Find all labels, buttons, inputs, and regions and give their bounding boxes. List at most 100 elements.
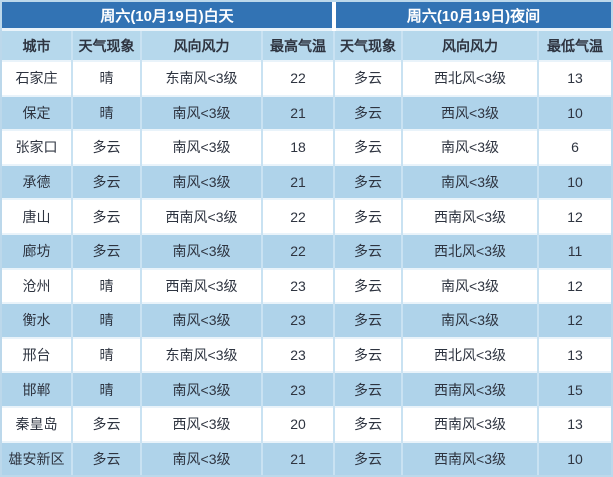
cell-night-weather: 多云: [333, 405, 402, 442]
cell-city: 秦皇岛: [2, 405, 72, 442]
cell-high-temp: 23: [261, 267, 334, 304]
table-row: 石家庄晴东南风<3级 22 多云 西北风<3级 13: [2, 60, 611, 96]
cell-city: 唐山: [2, 198, 72, 234]
cell-high-temp: 22: [261, 232, 334, 269]
column-header-night-weather: 天气现象: [333, 28, 402, 61]
table-row: 邢台晴东南风<3级 23 多云 西北风<3级 13: [2, 336, 611, 373]
cell-day-weather: 晴: [71, 336, 141, 373]
table-row: 秦皇岛 多云 西风<3级 20 多云 西南风<3级 13: [2, 405, 611, 442]
cell-low-temp: 10: [537, 440, 611, 476]
cell-night-wind: 南风<3级: [401, 129, 538, 165]
cell-high-temp: 20: [261, 405, 334, 442]
night-section-header: 周六(10月19日)夜间: [334, 2, 611, 30]
cell-low-temp: 12: [537, 267, 611, 304]
cell-low-temp: 10: [537, 94, 611, 131]
cell-day-wind: 南风<3级: [140, 163, 262, 200]
cell-night-weather: 多云: [333, 302, 402, 338]
cell-high-temp: 21: [261, 440, 334, 476]
cell-night-wind: 西南风<3级: [401, 198, 538, 234]
cell-low-temp: 6: [537, 129, 611, 165]
table-row: 张家口 多云 南风<3级 18 多云 南风<3级 6: [2, 129, 611, 165]
cell-city: 承德: [2, 163, 72, 200]
cell-night-weather: 多云: [333, 267, 402, 304]
cell-day-wind: 南风<3级: [140, 232, 262, 269]
cell-high-temp: 21: [261, 94, 334, 131]
cell-city: 衡水: [2, 302, 72, 338]
cell-city: 张家口: [2, 129, 72, 165]
cell-low-temp: 12: [537, 302, 611, 338]
cell-day-wind: 南风<3级: [140, 371, 262, 407]
cell-high-temp: 21: [261, 163, 334, 200]
cell-day-wind: 东南风<3级: [140, 336, 262, 373]
cell-high-temp: 23: [261, 336, 334, 373]
cell-night-weather: 多云: [333, 440, 402, 476]
cell-night-wind: 西南风<3级: [401, 405, 538, 442]
cell-day-wind: 西南风<3级: [140, 267, 262, 304]
cell-day-weather: 多云: [71, 129, 141, 165]
cell-day-wind: 南风<3级: [140, 129, 262, 165]
cell-high-temp: 23: [261, 371, 334, 407]
table-row: 衡水晴南风<3级 23 多云 南风<3级 12: [2, 302, 611, 338]
cell-day-weather: 晴: [71, 60, 141, 96]
table-row: 保定晴南风<3级 21 多云 西风<3级 10: [2, 94, 611, 131]
cell-city: 石家庄: [2, 60, 72, 96]
column-header-high-temp: 最高气温: [261, 28, 334, 61]
cell-city: 邯郸: [2, 371, 72, 407]
cell-night-weather: 多云: [333, 336, 402, 373]
column-header-day-weather: 天气现象: [71, 28, 141, 61]
table-row: 承德 多云 南风<3级 21 多云 南风<3级 10: [2, 163, 611, 200]
cell-low-temp: 15: [537, 371, 611, 407]
cell-night-weather: 多云: [333, 232, 402, 269]
column-header-city: 城市: [2, 28, 72, 61]
cell-night-weather: 多云: [333, 94, 402, 131]
table-row: 廊坊 多云 南风<3级 22 多云 西北风<3级 11: [2, 232, 611, 269]
cell-high-temp: 22: [261, 60, 334, 96]
cell-day-weather: 多云: [71, 163, 141, 200]
cell-day-weather: 晴: [71, 267, 141, 304]
cell-low-temp: 11: [537, 232, 611, 269]
cell-low-temp: 13: [537, 405, 611, 442]
cell-city: 廊坊: [2, 232, 72, 269]
cell-city: 邢台: [2, 336, 72, 373]
table-body: 石家庄晴东南风<3级 22 多云 西北风<3级 13 保定晴南风<3级 21 多云 西风<3级 1…: [2, 60, 611, 476]
table-row: 邯郸晴南风<3级 23 多云 西南风<3级 15: [2, 371, 611, 407]
cell-day-weather: 多云: [71, 405, 141, 442]
cell-day-weather: 晴: [71, 94, 141, 131]
column-header-day-wind: 风向风力: [140, 28, 262, 61]
cell-day-wind: 南风<3级: [140, 302, 262, 338]
cell-low-temp: 13: [537, 60, 611, 96]
cell-night-weather: 多云: [333, 129, 402, 165]
cell-city: 雄安新区: [2, 440, 72, 476]
cell-night-wind: 南风<3级: [401, 267, 538, 304]
column-header-row: 城市 天气现象 风向风力 最高气温 天气现象 风向风力 最低气温: [2, 28, 611, 61]
cell-night-weather: 多云: [333, 163, 402, 200]
column-header-low-temp: 最低气温: [537, 28, 611, 61]
cell-day-wind: 东南风<3级: [140, 60, 262, 96]
cell-day-wind: 西风<3级: [140, 405, 262, 442]
cell-night-wind: 西南风<3级: [401, 371, 538, 407]
cell-night-wind: 西南风<3级: [401, 440, 538, 476]
day-section-header: 周六(10月19日)白天: [2, 2, 336, 30]
cell-city: 保定: [2, 94, 72, 131]
cell-low-temp: 13: [537, 336, 611, 373]
cell-night-wind: 西北风<3级: [401, 336, 538, 373]
cell-high-temp: 23: [261, 302, 334, 338]
cell-night-wind: 南风<3级: [401, 302, 538, 338]
cell-day-weather: 多云: [71, 198, 141, 234]
cell-night-wind: 西风<3级: [401, 94, 538, 131]
column-header-night-wind: 风向风力: [401, 28, 538, 61]
cell-night-wind: 西北风<3级: [401, 232, 538, 269]
cell-low-temp: 12: [537, 198, 611, 234]
cell-day-wind: 南风<3级: [140, 94, 262, 131]
cell-night-wind: 西北风<3级: [401, 60, 538, 96]
cell-night-weather: 多云: [333, 198, 402, 234]
cell-low-temp: 10: [537, 163, 611, 200]
cell-day-wind: 西南风<3级: [140, 198, 262, 234]
cell-day-weather: 多云: [71, 232, 141, 269]
section-header-row: 周六(10月19日)白天 周六(10月19日)夜间: [2, 2, 611, 30]
cell-high-temp: 22: [261, 198, 334, 234]
table-row: 沧州晴西南风<3级 23 多云 南风<3级 12: [2, 267, 611, 304]
cell-day-weather: 晴: [71, 371, 141, 407]
